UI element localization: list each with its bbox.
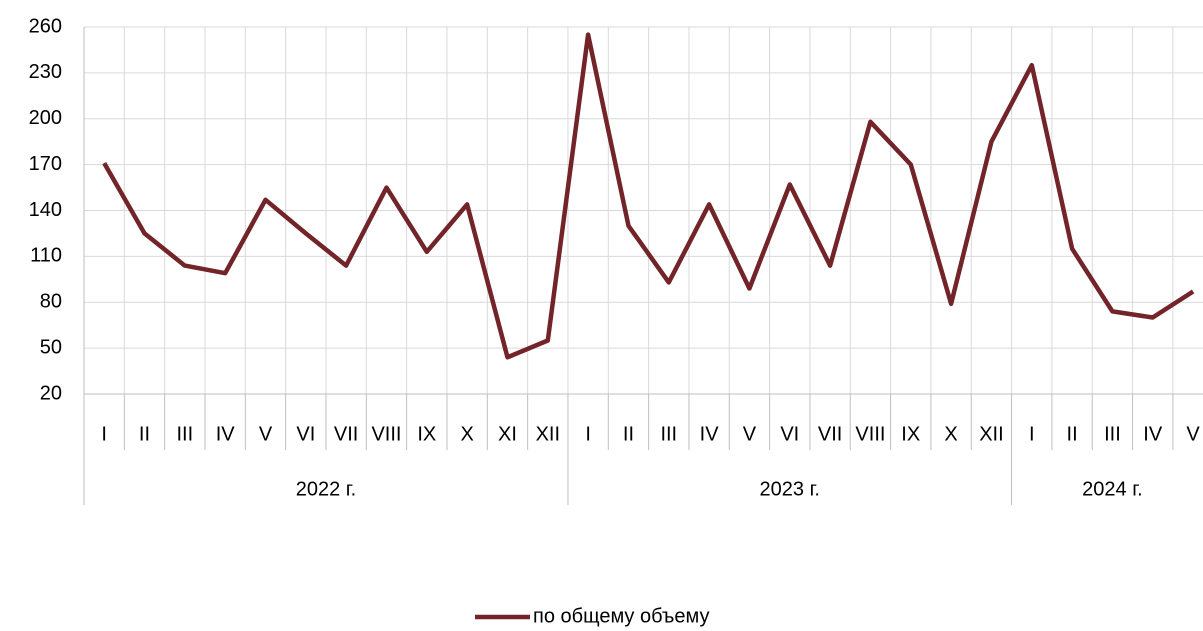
y-tick-label: 200 (29, 107, 62, 129)
x-tick-label: II (623, 423, 634, 445)
x-tick-label: IV (700, 423, 720, 445)
x-tick-label: III (176, 423, 193, 445)
x-tick-label: X (460, 423, 473, 445)
x-tick-label: X (944, 423, 957, 445)
group-label: 2024 г. (1082, 478, 1142, 500)
x-tick-label: II (1067, 423, 1078, 445)
y-tick-label: 20 (40, 382, 62, 404)
y-tick-label: 50 (40, 336, 62, 358)
x-tick-label: IX (417, 423, 436, 445)
x-tick-label: V (259, 423, 273, 445)
y-tick-label: 80 (40, 291, 62, 313)
y-tick-label: 230 (29, 61, 62, 83)
x-tick-label: I (585, 423, 591, 445)
x-tick-label: VI (296, 423, 315, 445)
x-tick-label: I (1029, 423, 1035, 445)
x-tick-label: VII (818, 423, 842, 445)
y-tick-label: 170 (29, 153, 62, 175)
x-tick-label: VIII (371, 423, 401, 445)
x-tick-label: V (1186, 423, 1200, 445)
y-tick-label: 110 (30, 245, 62, 267)
legend-label: по общему объему (533, 605, 709, 627)
x-tick-label: VII (334, 423, 358, 445)
x-tick-label: III (1104, 423, 1121, 445)
x-tick-label: V (743, 423, 757, 445)
x-tick-label: III (660, 423, 677, 445)
x-tick-label: VIII (855, 423, 885, 445)
group-label: 2022 г. (296, 478, 356, 500)
x-tick-label: I (101, 423, 107, 445)
x-tick-label: IV (216, 423, 236, 445)
y-tick-label: 260 (29, 15, 62, 37)
x-tick-label: XII (979, 423, 1003, 445)
x-tick-label: XII (536, 423, 560, 445)
x-tick-label: VI (780, 423, 799, 445)
x-tick-label: II (139, 423, 150, 445)
x-tick-label: IV (1143, 423, 1163, 445)
x-tick-label: XI (498, 423, 517, 445)
series-line (102, 32, 1195, 360)
y-tick-label: 140 (29, 199, 62, 221)
group-label: 2023 г. (760, 478, 820, 500)
x-tick-label: IX (901, 423, 920, 445)
